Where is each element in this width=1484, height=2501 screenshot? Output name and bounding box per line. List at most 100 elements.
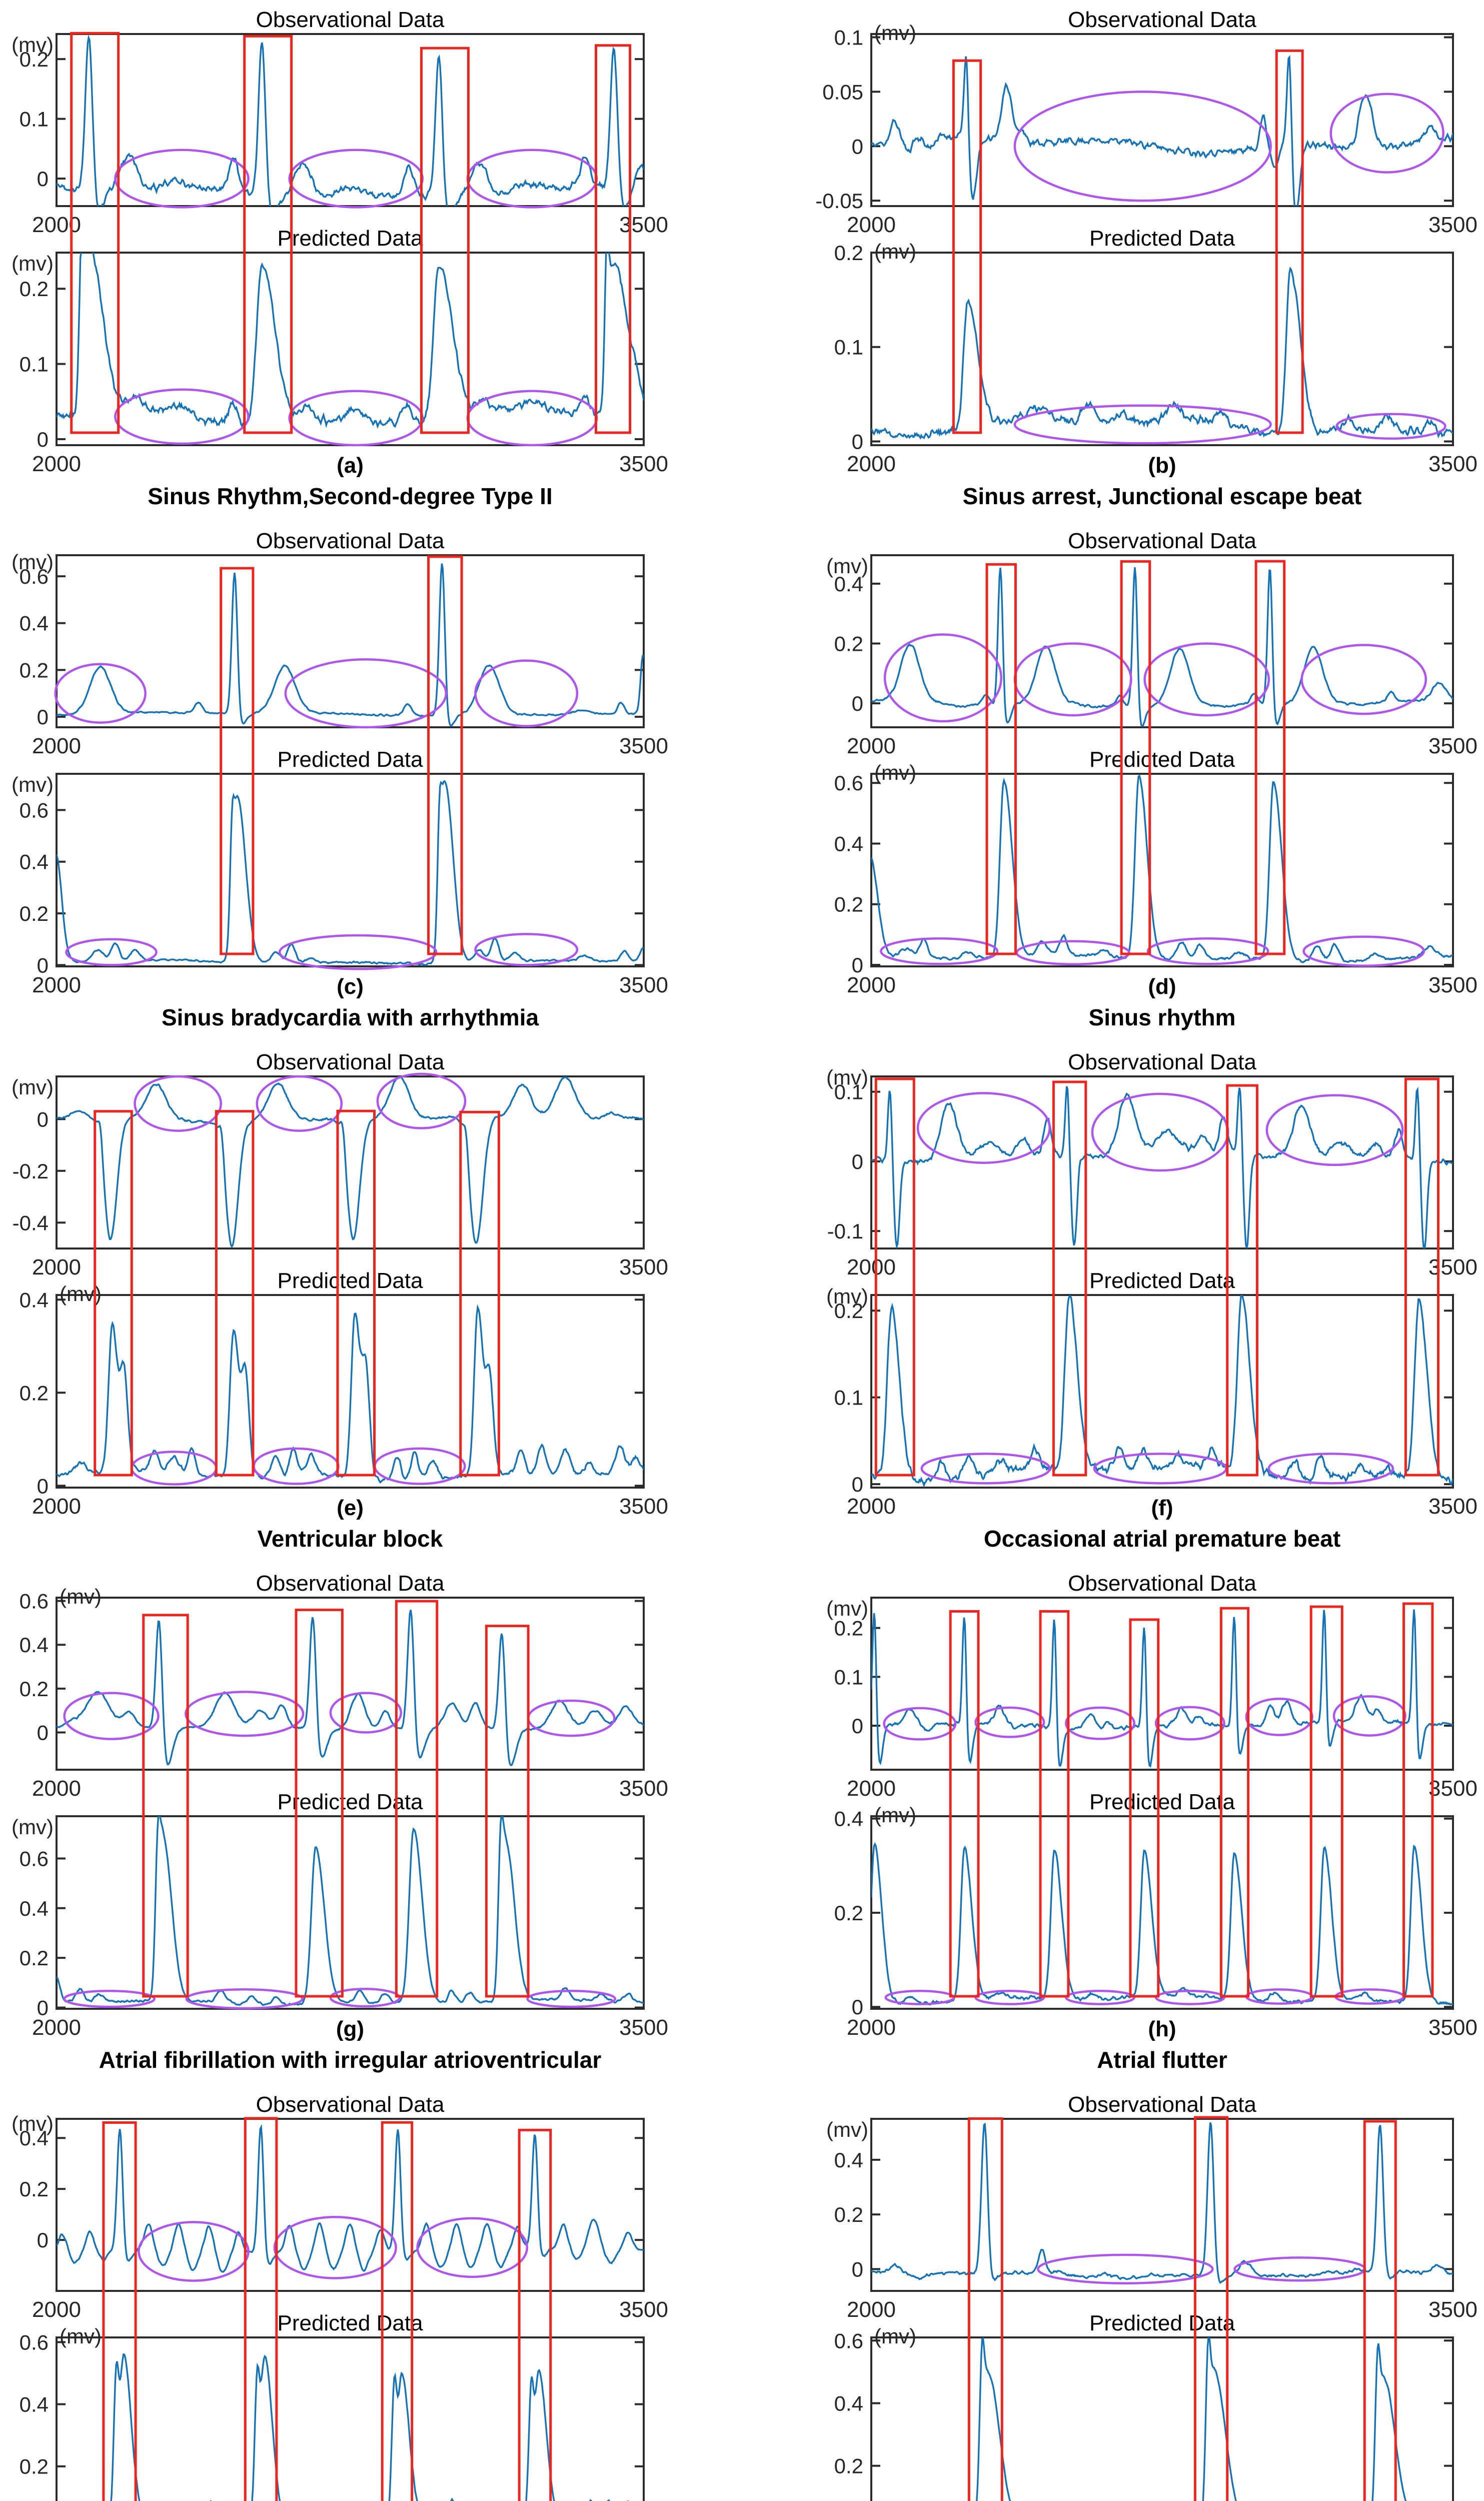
pred-b-xtick-label: 3500 [1428,452,1477,476]
pred-d-xtick-label: 3500 [1428,973,1477,997]
pred-b-ytick-label: 0.1 [834,336,863,359]
pred-c-ytick-label: 0.2 [20,902,49,925]
obs-i-xtick-label: 3500 [619,2297,668,2322]
pred-a-xtick-label: 3500 [619,452,668,476]
pred-a-highlight-ellipse [114,388,250,445]
pred-b-y-unit: (mv) [874,240,916,263]
panel-j: Observational Data Predicted Data 0 0.2 0.4 2… [826,2092,1477,2501]
pred-e-ytick-label: 0 [37,1474,49,1498]
pred-j-ytick-label: 0.4 [834,2391,863,2415]
pred-a-xtick-label: 2000 [32,452,81,476]
obs-title-b: Observational Data [1068,8,1256,32]
pred-d-highlight-ellipse [1146,937,1269,965]
obs-h-highlight-ellipse [1332,1695,1406,1737]
obs-g-ecg-line [57,1610,644,1766]
obs-i-y-unit: (mv) [12,2112,54,2135]
panel-c: Observational Data Predicted Data 0 0.2 0.4 0… [12,529,668,1030]
obs-g-highlight-ellipse [185,1691,305,1737]
pred-e-axes [56,1294,645,1489]
pred-c-highlight-ellipse [65,938,158,966]
pred-f-highlight-ellipse [1267,1453,1394,1485]
obs-c-ytick-label: 0.4 [20,612,49,635]
pred-h-xtick-label: 3500 [1428,2015,1477,2040]
obs-f-xtick-label: 3500 [1428,1255,1477,1280]
pred-c-y-unit: (mv) [12,773,54,796]
obs-j-xtick-label: 3500 [1428,2297,1477,2322]
obs-g-xtick-label: 3500 [619,1776,668,1801]
pred-i-ecg-line [110,2353,629,2501]
pred-g-axes [56,1815,645,2010]
pred-i-y-unit: (mv) [60,2324,102,2348]
pred-title-i: Predicted Data [277,2311,423,2335]
obs-h-xtick-label: 2000 [847,1776,896,1801]
pred-b-highlight-ellipse [1013,404,1272,445]
pred-g-highlight-ellipse [329,1988,401,2008]
obs-g-highlight-ellipse [329,1692,402,1734]
obs-h-highlight-ellipse [883,1707,957,1741]
pred-g-ytick-label: 0.6 [20,1847,49,1870]
qrs-box-d [1254,560,1286,955]
obs-e-ytick-label: -0.2 [13,1159,49,1183]
obs-e-y-unit: (mv) [12,1075,54,1099]
obs-title-d: Observational Data [1068,529,1256,553]
pred-c-xtick-label: 2000 [32,973,81,997]
qrs-box-h [1402,1602,1434,1998]
pred-a-y-unit: (mv) [12,252,54,275]
obs-e-ytick-label: -0.4 [13,1211,49,1234]
obs-b-highlight-ellipse [1329,93,1444,174]
obs-e-highlight-ellipse [134,1075,222,1132]
qrs-box-j [1193,2116,1229,2501]
pred-f-xtick-label: 2000 [847,1494,896,1519]
qrs-box-e [94,1110,133,1477]
pred-h-y-unit: (mv) [874,1803,916,1827]
panel-caption-d: Sinus rhythm [1089,1004,1236,1030]
pred-g-y-unit: (mv) [12,1815,54,1839]
pred-title-j: Predicted Data [1089,2311,1235,2335]
pred-d-axes [870,773,1454,967]
obs-f-axes [870,1075,1454,1249]
qrs-box-i [244,2117,278,2501]
qrs-box-i [381,2121,414,2501]
obs-b-xtick-label: 2000 [847,213,896,237]
obs-b-axes [870,33,1454,207]
qrs-box-g [395,1600,439,1998]
obs-i-axes [56,2118,645,2292]
obs-j-y-unit: (mv) [826,2118,868,2141]
obs-h-ytick-label: 0.2 [834,1617,863,1640]
pred-f-xtick-label: 3500 [1428,1494,1477,1519]
obs-f-xtick-label: 2000 [847,1255,896,1280]
obs-j-axes [870,2118,1454,2292]
qrs-box-j [967,2117,1003,2501]
obs-a-ytick-label: 0.1 [20,108,49,131]
obs-d-xtick-label: 3500 [1428,734,1477,758]
obs-a-xtick-label: 3500 [619,213,668,237]
pred-f-ytick-label: 0 [852,1473,863,1496]
pred-j-ytick-label: 0.6 [834,2329,863,2352]
pred-d-highlight-ellipse [880,937,999,965]
pred-g-highlight-ellipse [526,1989,617,2008]
obs-d-ytick-label: 0 [852,692,863,715]
obs-title-e: Observational Data [256,1050,445,1074]
pred-h-xtick-label: 2000 [847,2015,896,2040]
obs-f-ytick-label: 0.1 [834,1080,863,1104]
pred-c-ytick-label: 0.4 [20,850,49,874]
pred-h-ytick-label: 0.4 [834,1807,863,1831]
obs-b-ecg-line [871,55,1453,206]
obs-d-highlight-ellipse [1300,644,1427,715]
pred-j-axes [870,2336,1454,2501]
pred-i-axes [56,2336,645,2501]
qrs-box-f [874,1077,915,1477]
panel-caption-h: Atrial flutter [1097,2047,1227,2073]
pred-d-ytick-label: 0.6 [834,771,863,795]
pred-g-highlight-ellipse [185,1988,304,2010]
obs-d-highlight-ellipse [1013,642,1132,717]
obs-title-i: Observational Data [256,2092,445,2117]
pred-title-f: Predicted Data [1089,1269,1235,1293]
obs-i-ytick-label: 0 [37,2228,49,2252]
obs-a-y-unit: (mv) [12,33,54,57]
obs-b-ytick-label: 0.1 [834,26,863,50]
qrs-box-f [1052,1080,1087,1477]
obs-a-ytick-label: 0 [37,167,49,191]
panel-caption-g: Atrial fibrillation with irregular atrio… [99,2047,602,2073]
pred-b-axes [870,252,1454,446]
